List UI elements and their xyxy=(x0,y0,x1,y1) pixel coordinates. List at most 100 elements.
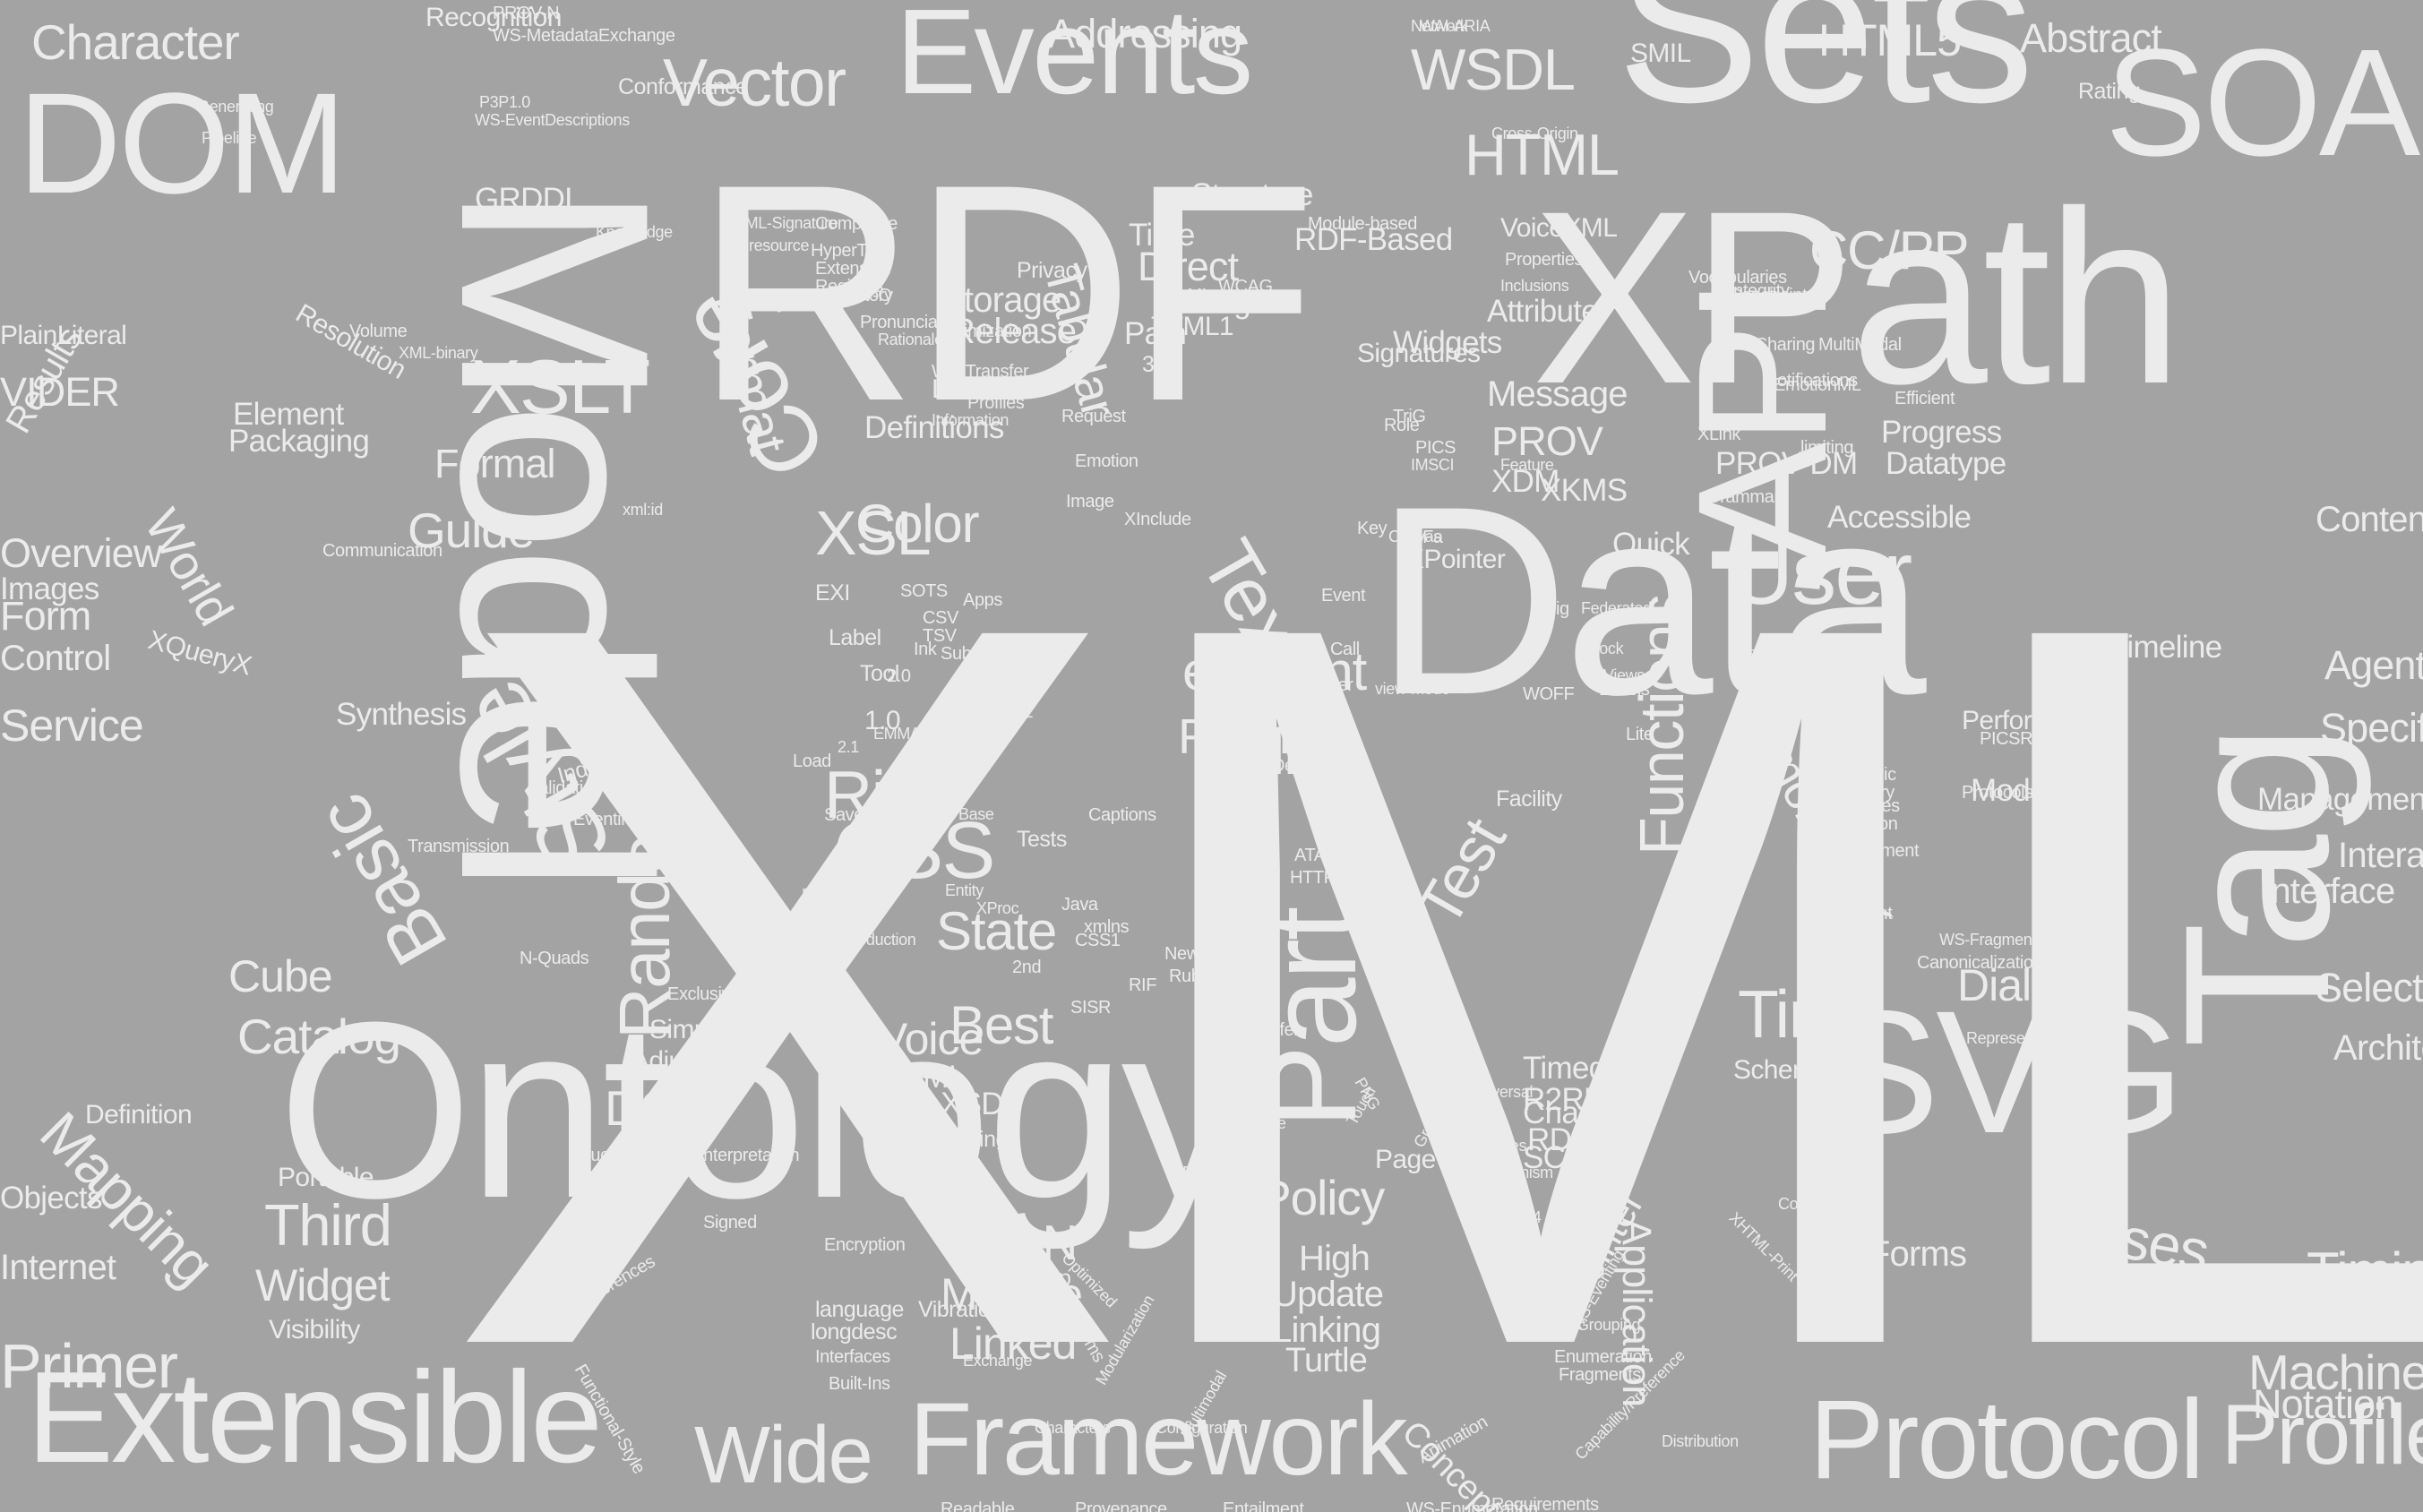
word-configuration: Configuration xyxy=(1156,1419,1248,1437)
word-n-triples: N-Triples xyxy=(1465,1137,1527,1155)
word-resolution: Resolution xyxy=(290,298,411,385)
word-exi: EXI xyxy=(815,580,850,606)
word-ws-transfer: WS-Transfer xyxy=(932,362,1029,382)
word-rationale: Rationale xyxy=(878,331,943,348)
word-structural: Structural xyxy=(569,1146,642,1165)
word-canonicalization: Canonicalization xyxy=(1917,953,2043,973)
word-dom4: DOM4 xyxy=(1496,1208,1542,1226)
word-json: JSON xyxy=(949,1215,1078,1270)
word-production: Production xyxy=(842,931,916,949)
word-profiles: Profiles xyxy=(967,393,1025,413)
word-pls: PLS xyxy=(1182,1164,1216,1183)
word-n-quads: N-Quads xyxy=(520,949,589,968)
word-smil: SMIL xyxy=(1630,39,1691,68)
word-xpath: XPath xyxy=(1532,160,2183,435)
word-notifications: Notifications xyxy=(1765,371,1858,391)
word-entity: Entity xyxy=(945,881,984,899)
word-lexicon: Lexicon xyxy=(1209,1128,1269,1147)
word-control: Control xyxy=(0,639,111,678)
word-xforms: XForms xyxy=(1845,1234,1967,1274)
word-ink: Ink xyxy=(914,640,937,659)
word-r2rml: R2RML xyxy=(1523,1082,1627,1117)
word-prov: PROV xyxy=(1491,418,1603,464)
word-internet: Internet xyxy=(0,1248,116,1287)
word-guide: Guide xyxy=(408,503,535,558)
word-tests: Tests xyxy=(1017,827,1067,852)
word-dom: DOM xyxy=(18,63,347,223)
word-chart: Chart xyxy=(1523,1095,1597,1130)
word-vector: Vector xyxy=(663,45,846,120)
word-primer: Primer xyxy=(0,1331,178,1401)
word-interpretation: Interpretation xyxy=(699,1146,800,1165)
word-rdf: RDF xyxy=(694,121,1317,466)
word-wsdl: WSDL xyxy=(1411,37,1576,102)
word-rating: Rating xyxy=(2078,79,2141,104)
word-validation: Validation xyxy=(528,778,603,798)
word-view-mode: view-mode xyxy=(1375,680,1450,698)
word-pics: PICS xyxy=(1415,438,1456,458)
word-xqueryx: XQueryX xyxy=(144,625,255,682)
word-load: Load xyxy=(793,752,831,771)
word-rdfa: RDFa xyxy=(1397,528,1443,547)
word-user: User xyxy=(1729,523,1912,623)
word-interface: Interface xyxy=(2262,872,2395,911)
word-store: Store xyxy=(869,805,906,823)
word-language: language xyxy=(815,1297,904,1322)
word-tool: Tool xyxy=(860,661,899,686)
word-block: Block xyxy=(1585,640,1624,657)
word-views: Views xyxy=(1603,666,1645,684)
word-vider: VIDER xyxy=(0,369,120,415)
word-formal: Formal xyxy=(434,441,556,486)
word-pipeline: Pipeline xyxy=(202,129,257,147)
word-device: Device xyxy=(1272,756,1325,776)
word-service: Service xyxy=(0,700,144,751)
word-rich: Rich xyxy=(824,757,955,832)
word-role: Role xyxy=(1384,416,1420,435)
word-facility: Facility xyxy=(1496,786,1562,812)
word-dcat: DCAT xyxy=(605,1080,732,1136)
word-pronunciation: Pronunciation xyxy=(860,313,966,332)
word-extensible: Extensible xyxy=(27,1344,603,1490)
word-formats: Formats xyxy=(1178,709,1353,764)
word-emma: EMMA xyxy=(873,725,921,743)
word-sots: SOTS xyxy=(900,581,948,601)
word-vocabularies: Vocabularies xyxy=(1688,268,1787,288)
word-signed: Signed xyxy=(703,1213,757,1233)
word-dynamic: dynamic xyxy=(1832,765,1896,785)
word-plain: Plain xyxy=(1196,1172,1263,1207)
word-regimes: Regimes xyxy=(815,277,884,296)
word-definition: Definition xyxy=(85,1100,193,1130)
word-xmlns: xmlns xyxy=(1084,917,1130,937)
word-ws-enumeration: WS-Enumeration xyxy=(1406,1499,1538,1512)
word-message: Message xyxy=(1487,374,1628,414)
word-best: Best xyxy=(949,995,1053,1055)
word-browser: Browser xyxy=(1290,675,1353,695)
word-protocol: Protocol xyxy=(1809,1378,2204,1502)
word-timed: Timed xyxy=(1523,1051,1606,1086)
word-optimization: Optimization xyxy=(936,322,1032,341)
word-ws-fragment: WS-Fragment xyxy=(1939,931,2037,949)
word-direct: Direct xyxy=(1138,244,1239,289)
word-subtitles: Subtitles xyxy=(941,644,1007,664)
word-objects: Objects xyxy=(0,1181,102,1216)
word-distribution: Distribution xyxy=(1662,1432,1739,1450)
word-ssml: SSML xyxy=(882,1060,966,1095)
word-policy: Policy xyxy=(1259,1170,1385,1225)
word-cc-pp: CC/PP xyxy=(1809,220,1970,280)
word-subresource: Subresource xyxy=(721,236,810,254)
word-apps: Apps xyxy=(963,590,1002,610)
word-css1: CSS1 xyxy=(1075,931,1121,950)
word-html: HTML xyxy=(1465,122,1620,187)
word-notation: Notation xyxy=(2253,1381,2397,1427)
word-sisr: SISR xyxy=(1070,998,1112,1018)
word-update: Update xyxy=(1272,1275,1384,1314)
word-features: Features xyxy=(1832,796,1900,816)
word-prov-dm: PROV-DM xyxy=(1715,446,1858,481)
word-tiny: Tiny xyxy=(1738,976,1858,1052)
word-entailment: Entailment xyxy=(1223,1499,1304,1512)
word-dialect: Dialect xyxy=(1957,960,2089,1010)
word-grammar: Grammar xyxy=(1706,487,1780,507)
word-linking: Linking xyxy=(1272,1310,1381,1350)
word-timing: Timing xyxy=(2307,1241,2423,1302)
